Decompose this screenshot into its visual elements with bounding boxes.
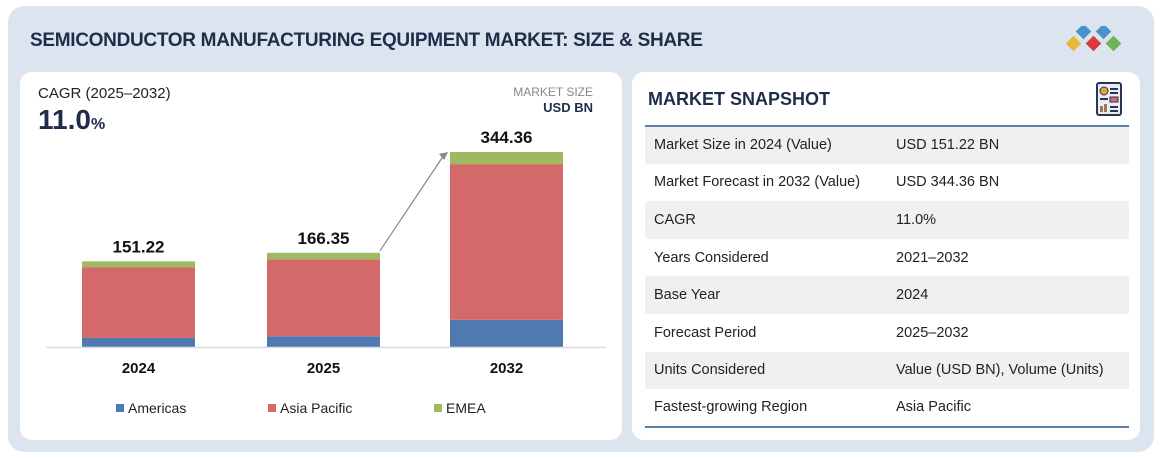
- snapshot-title: MARKET SNAPSHOT: [648, 89, 831, 109]
- table-row: Years Considered 2021–2032: [645, 239, 1129, 277]
- data-label: 166.35: [298, 229, 350, 248]
- brand-logo-icon: [1065, 26, 1122, 52]
- bar-asia-pacific-2024: [82, 267, 195, 338]
- table-row: Market Size in 2024 (Value) USD 151.22 BN: [645, 126, 1129, 164]
- data-label: 344.36: [481, 128, 533, 147]
- bar-emea-2025: [267, 252, 380, 260]
- table-row: Units Considered Value (USD BN), Volume (…: [645, 351, 1129, 390]
- x-tick-label: 2024: [122, 360, 156, 377]
- row-label: Forecast Period: [654, 324, 757, 341]
- legend-item-asia-pacific: Asia Pacific: [268, 400, 352, 416]
- row-value: 2021–2032: [896, 249, 969, 266]
- market-size-unit: USD BN: [543, 100, 593, 115]
- table-row: Market Forecast in 2032 (Value) USD 344.3…: [645, 164, 1129, 202]
- cagr-label: CAGR (2025–2032): [38, 85, 171, 102]
- arrow-head-icon: [439, 152, 448, 160]
- bar-emea-2024: [82, 261, 195, 268]
- bar-asia-pacific-2025: [267, 259, 380, 337]
- row-value: USD 344.36 BN: [896, 174, 1000, 191]
- cagr-value: 11.0%: [38, 104, 106, 135]
- growth-arrow: [379, 154, 445, 252]
- row-value: Asia Pacific: [896, 399, 971, 416]
- row-label: Units Considered: [645, 351, 887, 390]
- bar-americas-2024: [82, 337, 195, 347]
- stacked-bar-chart: 151.22 2024 166.35 2025 344.36 2032: [46, 128, 606, 377]
- table-row: Base Year 2024: [645, 276, 1129, 314]
- legend-item-americas: Americas: [116, 400, 186, 416]
- row-value: Value (USD BN), Volume (Units): [887, 351, 1129, 390]
- row-value: USD 151.22 BN: [887, 126, 1129, 164]
- table-row: Forecast Period 2025–2032: [645, 314, 1129, 352]
- row-label: Years Considered: [654, 249, 769, 266]
- bar-americas-2032: [450, 319, 563, 347]
- row-value: 2025–2032: [896, 324, 969, 341]
- data-label: 151.22: [113, 237, 165, 256]
- bar-americas-2025: [267, 336, 380, 347]
- row-label: Market Forecast in 2032 (Value): [654, 174, 861, 191]
- legend-item-emea: EMEA: [434, 400, 486, 416]
- snapshot-table: Market Size in 2024 (Value) USD 151.22 BN…: [645, 125, 1129, 428]
- bar-asia-pacific-2032: [450, 164, 563, 320]
- row-label: Market Size in 2024 (Value): [645, 126, 887, 164]
- table-row: Fastest-growing Region Asia Pacific: [645, 389, 1129, 427]
- table-row: CAGR 11.0%: [645, 201, 1129, 239]
- row-value: 2024: [887, 276, 1129, 314]
- report-icon: [1096, 82, 1122, 116]
- row-label: Fastest-growing Region: [654, 399, 808, 416]
- row-label: Base Year: [645, 276, 887, 314]
- row-value: 11.0%: [887, 201, 1129, 239]
- x-tick-label: 2025: [307, 360, 340, 377]
- page-title: SEMICONDUCTOR MANUFACTURING EQUIPMENT MA…: [30, 30, 703, 51]
- bar-emea-2032: [450, 152, 563, 165]
- x-tick-label: 2032: [490, 360, 523, 377]
- market-size-label: MARKET SIZE: [513, 85, 593, 99]
- row-label: CAGR: [645, 201, 887, 239]
